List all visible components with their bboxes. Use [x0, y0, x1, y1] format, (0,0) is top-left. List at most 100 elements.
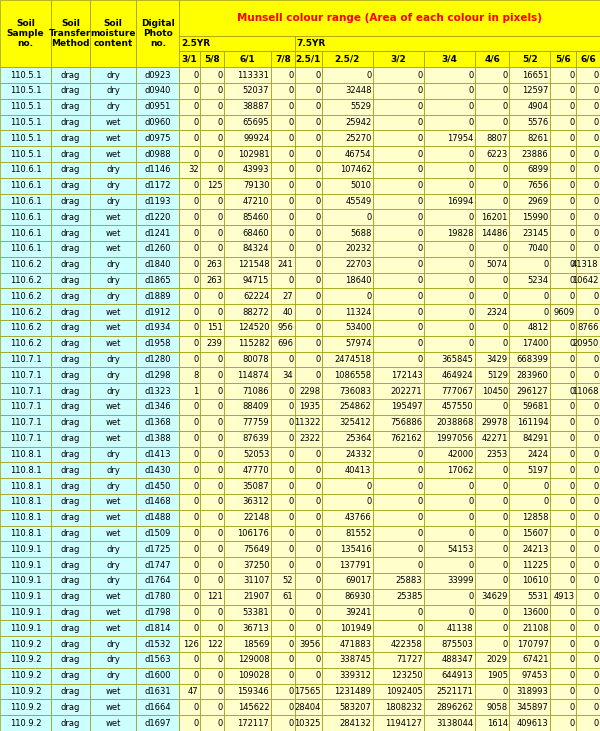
Text: drag: drag	[61, 165, 80, 175]
Text: 1614: 1614	[487, 719, 508, 727]
Bar	[271, 273, 295, 289]
Bar	[475, 336, 509, 352]
Text: 36312: 36312	[243, 497, 269, 507]
Bar	[51, 588, 89, 605]
Text: 0: 0	[217, 102, 223, 111]
Text: 4913: 4913	[553, 592, 575, 601]
Bar	[271, 588, 295, 605]
Bar	[89, 605, 136, 621]
Bar	[373, 178, 424, 194]
Text: 0: 0	[193, 497, 199, 507]
Text: 0: 0	[417, 102, 422, 111]
Bar	[200, 51, 224, 67]
Bar	[424, 715, 475, 731]
Bar	[550, 115, 576, 130]
Bar	[576, 510, 600, 526]
Bar	[136, 289, 179, 304]
Text: 69017: 69017	[345, 576, 371, 586]
Bar	[179, 320, 200, 336]
Bar	[576, 320, 600, 336]
Text: 0: 0	[288, 434, 293, 443]
Text: drag: drag	[61, 656, 80, 664]
Text: drag: drag	[61, 134, 80, 143]
Text: 0: 0	[288, 640, 293, 648]
Text: 0: 0	[315, 260, 320, 269]
Bar	[475, 494, 509, 510]
Bar	[373, 573, 424, 588]
Bar	[576, 668, 600, 683]
Text: 0: 0	[217, 197, 223, 206]
Bar	[550, 494, 576, 510]
Text: drag: drag	[61, 355, 80, 364]
Text: 110.9.2: 110.9.2	[10, 719, 41, 727]
Text: 0: 0	[193, 403, 199, 412]
Bar	[475, 194, 509, 209]
Bar	[136, 526, 179, 542]
Bar	[224, 399, 271, 415]
Text: 6223: 6223	[487, 150, 508, 159]
Text: 0: 0	[217, 229, 223, 238]
Text: 0: 0	[217, 545, 223, 554]
Text: dry: dry	[106, 276, 120, 285]
Text: drag: drag	[61, 371, 80, 380]
Bar	[322, 225, 373, 241]
Text: 42000: 42000	[447, 450, 473, 459]
Bar	[576, 494, 600, 510]
Text: 0: 0	[217, 513, 223, 522]
Text: 0: 0	[569, 150, 575, 159]
Bar	[509, 130, 550, 146]
Bar	[373, 67, 424, 83]
Text: 11324: 11324	[345, 308, 371, 317]
Text: 0: 0	[315, 339, 320, 348]
Text: 0: 0	[193, 118, 199, 127]
Text: 0: 0	[288, 403, 293, 412]
Bar	[51, 462, 89, 478]
Text: 0: 0	[288, 450, 293, 459]
Text: drag: drag	[61, 339, 80, 348]
Bar	[0, 336, 51, 352]
Bar	[179, 336, 200, 352]
Bar	[51, 431, 89, 447]
Bar	[475, 542, 509, 557]
Text: d1532: d1532	[145, 640, 171, 648]
Text: dry: dry	[106, 165, 120, 175]
Text: 0: 0	[315, 450, 320, 459]
Text: 0: 0	[193, 529, 199, 538]
Text: 0: 0	[193, 592, 199, 601]
Bar	[51, 0, 89, 67]
Bar	[89, 0, 136, 67]
Bar	[295, 636, 322, 652]
Text: 0: 0	[593, 213, 599, 221]
Text: 0: 0	[193, 545, 199, 554]
Text: 0: 0	[417, 466, 422, 474]
Text: 11322: 11322	[294, 418, 320, 428]
Text: drag: drag	[61, 213, 80, 221]
Bar	[576, 383, 600, 399]
Bar	[424, 289, 475, 304]
Bar	[200, 700, 224, 715]
Text: 43993: 43993	[243, 165, 269, 175]
Text: 422358: 422358	[391, 640, 422, 648]
Text: 0: 0	[543, 308, 548, 317]
Text: d1298: d1298	[145, 371, 171, 380]
Bar	[224, 83, 271, 99]
Bar	[475, 51, 509, 67]
Bar	[424, 399, 475, 415]
Bar	[424, 194, 475, 209]
Text: 3/1: 3/1	[182, 55, 197, 64]
Text: 0: 0	[217, 118, 223, 127]
Bar	[136, 447, 179, 462]
Text: 42271: 42271	[482, 434, 508, 443]
Bar	[224, 289, 271, 304]
Bar	[200, 510, 224, 526]
Bar	[475, 273, 509, 289]
Bar	[200, 683, 224, 700]
Bar	[0, 83, 51, 99]
Text: 488347: 488347	[442, 656, 473, 664]
Text: 0: 0	[315, 592, 320, 601]
Bar	[576, 557, 600, 573]
Text: 325412: 325412	[340, 418, 371, 428]
Text: d1798: d1798	[145, 608, 171, 617]
Text: 0: 0	[217, 387, 223, 395]
Bar	[271, 621, 295, 636]
